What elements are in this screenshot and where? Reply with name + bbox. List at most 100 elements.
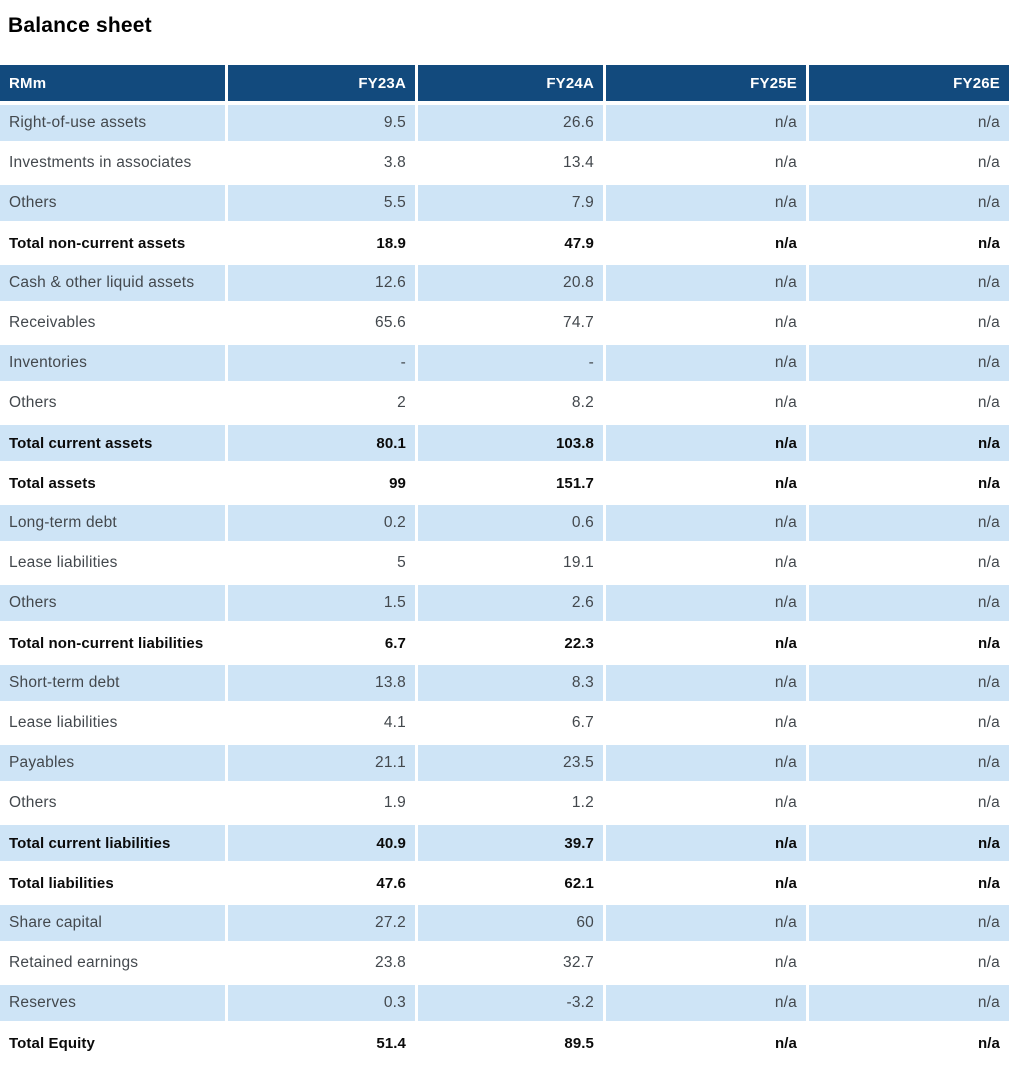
balance-sheet-body: Right-of-use assets 9.5 26.6 n/a n/a Investme… <box>0 105 1009 1065</box>
value-cell-fy23a: 12.6 <box>225 265 415 305</box>
value-cell-fy26e: n/a <box>806 745 1009 785</box>
value-cell-fy26e: n/a <box>806 1025 1009 1065</box>
row-label: Total non-current assets <box>0 225 225 265</box>
value-cell-fy26e: n/a <box>806 705 1009 745</box>
row-label: Total current liabilities <box>0 825 225 865</box>
value-cell-fy23a: 18.9 <box>225 225 415 265</box>
table-row-total: Total non-current assets 18.9 47.9 n/a n/a <box>0 225 1009 265</box>
value-cell-fy23a: 0.3 <box>225 985 415 1025</box>
table-row: Others 1.5 2.6 n/a n/a <box>0 585 1009 625</box>
table-row: Others 2 8.2 n/a n/a <box>0 385 1009 425</box>
table-row-total: Total non-current liabilities 6.7 22.3 n/a n… <box>0 625 1009 665</box>
row-label: Receivables <box>0 305 225 345</box>
row-label: Retained earnings <box>0 945 225 985</box>
value-cell-fy26e: n/a <box>806 545 1009 585</box>
value-cell-fy25e: n/a <box>603 665 806 705</box>
value-cell-fy26e: n/a <box>806 785 1009 825</box>
column-header-unit: RMm <box>0 65 225 105</box>
value-cell-fy24a: 62.1 <box>415 865 603 905</box>
value-cell-fy24a: -3.2 <box>415 985 603 1025</box>
value-cell-fy24a: 32.7 <box>415 945 603 985</box>
page-title: Balance sheet <box>8 14 152 37</box>
value-cell-fy23a: 51.4 <box>225 1025 415 1065</box>
row-label: Total current assets <box>0 425 225 465</box>
row-label: Lease liabilities <box>0 545 225 585</box>
table-row: Lease liabilities 5 19.1 n/a n/a <box>0 545 1009 585</box>
value-cell-fy26e: n/a <box>806 185 1009 225</box>
value-cell-fy23a: 1.9 <box>225 785 415 825</box>
value-cell-fy23a: 1.5 <box>225 585 415 625</box>
table-row-total: Total current liabilities 40.9 39.7 n/a n/a <box>0 825 1009 865</box>
balance-sheet-table: RMm FY23A FY24A FY25E FY26E Right-of-use… <box>0 65 1009 1065</box>
row-label: Others <box>0 785 225 825</box>
value-cell-fy25e: n/a <box>603 505 806 545</box>
value-cell-fy23a: 5 <box>225 545 415 585</box>
value-cell-fy24a: 103.8 <box>415 425 603 465</box>
row-label: Right-of-use assets <box>0 105 225 145</box>
table-row: Reserves 0.3 -3.2 n/a n/a <box>0 985 1009 1025</box>
table-row: Others 5.5 7.9 n/a n/a <box>0 185 1009 225</box>
value-cell-fy25e: n/a <box>603 265 806 305</box>
value-cell-fy23a: 4.1 <box>225 705 415 745</box>
value-cell-fy23a: 23.8 <box>225 945 415 985</box>
value-cell-fy24a: 8.2 <box>415 385 603 425</box>
value-cell-fy26e: n/a <box>806 145 1009 185</box>
row-label: Payables <box>0 745 225 785</box>
value-cell-fy24a: 39.7 <box>415 825 603 865</box>
value-cell-fy25e: n/a <box>603 585 806 625</box>
value-cell-fy24a: - <box>415 345 603 385</box>
value-cell-fy24a: 8.3 <box>415 665 603 705</box>
value-cell-fy26e: n/a <box>806 305 1009 345</box>
value-cell-fy25e: n/a <box>603 745 806 785</box>
table-row: Short-term debt 13.8 8.3 n/a n/a <box>0 665 1009 705</box>
value-cell-fy23a: 99 <box>225 465 415 505</box>
value-cell-fy24a: 74.7 <box>415 305 603 345</box>
value-cell-fy23a: 9.5 <box>225 105 415 145</box>
table-row: Share capital 27.2 60 n/a n/a <box>0 905 1009 945</box>
value-cell-fy25e: n/a <box>603 785 806 825</box>
table-row: Payables 21.1 23.5 n/a n/a <box>0 745 1009 785</box>
value-cell-fy26e: n/a <box>806 465 1009 505</box>
value-cell-fy24a: 1.2 <box>415 785 603 825</box>
value-cell-fy24a: 13.4 <box>415 145 603 185</box>
value-cell-fy26e: n/a <box>806 265 1009 305</box>
value-cell-fy26e: n/a <box>806 665 1009 705</box>
table-row-total: Total assets 99 151.7 n/a n/a <box>0 465 1009 505</box>
row-label: Share capital <box>0 905 225 945</box>
column-header-fy26e: FY26E <box>806 65 1009 105</box>
value-cell-fy26e: n/a <box>806 585 1009 625</box>
value-cell-fy23a: 80.1 <box>225 425 415 465</box>
value-cell-fy26e: n/a <box>806 905 1009 945</box>
table-row: Retained earnings 23.8 32.7 n/a n/a <box>0 945 1009 985</box>
value-cell-fy26e: n/a <box>806 425 1009 465</box>
value-cell-fy24a: 47.9 <box>415 225 603 265</box>
table-row-total: Total liabilities 47.6 62.1 n/a n/a <box>0 865 1009 905</box>
row-label: Total Equity <box>0 1025 225 1065</box>
value-cell-fy25e: n/a <box>603 105 806 145</box>
row-label: Inventories <box>0 345 225 385</box>
value-cell-fy25e: n/a <box>603 705 806 745</box>
value-cell-fy25e: n/a <box>603 865 806 905</box>
row-label: Others <box>0 185 225 225</box>
row-label: Others <box>0 385 225 425</box>
value-cell-fy25e: n/a <box>603 385 806 425</box>
value-cell-fy23a: 40.9 <box>225 825 415 865</box>
value-cell-fy25e: n/a <box>603 185 806 225</box>
value-cell-fy26e: n/a <box>806 825 1009 865</box>
value-cell-fy25e: n/a <box>603 545 806 585</box>
value-cell-fy26e: n/a <box>806 625 1009 665</box>
table-row: Cash & other liquid assets 12.6 20.8 n/a n/a <box>0 265 1009 305</box>
value-cell-fy25e: n/a <box>603 945 806 985</box>
table-row: Lease liabilities 4.1 6.7 n/a n/a <box>0 705 1009 745</box>
value-cell-fy26e: n/a <box>806 985 1009 1025</box>
value-cell-fy24a: 19.1 <box>415 545 603 585</box>
value-cell-fy26e: n/a <box>806 225 1009 265</box>
row-label: Others <box>0 585 225 625</box>
value-cell-fy25e: n/a <box>603 145 806 185</box>
value-cell-fy23a: 13.8 <box>225 665 415 705</box>
value-cell-fy23a: 65.6 <box>225 305 415 345</box>
table-header-row: RMm FY23A FY24A FY25E FY26E <box>0 65 1009 105</box>
value-cell-fy24a: 151.7 <box>415 465 603 505</box>
value-cell-fy25e: n/a <box>603 345 806 385</box>
value-cell-fy24a: 22.3 <box>415 625 603 665</box>
